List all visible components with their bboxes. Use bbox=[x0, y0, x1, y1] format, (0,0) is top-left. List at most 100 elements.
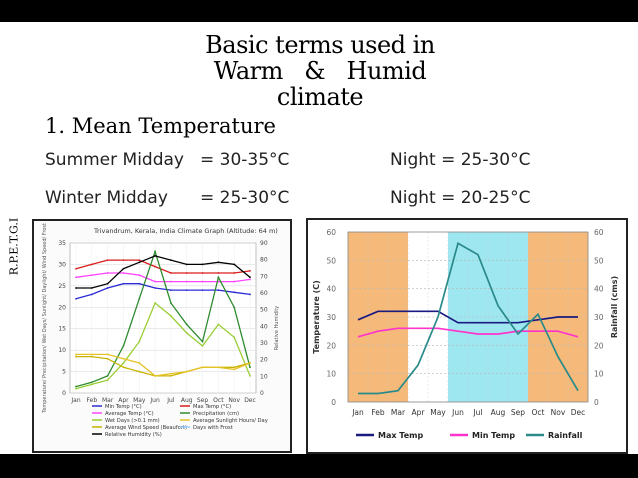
series-line bbox=[75, 259, 251, 274]
data-point bbox=[154, 287, 156, 289]
data-point bbox=[106, 287, 109, 289]
data-point bbox=[185, 272, 188, 274]
y2-tick-label: 30 bbox=[594, 313, 604, 322]
slide-title: Basic terms used in Warm & Humid climate bbox=[160, 32, 480, 110]
data-point bbox=[75, 287, 77, 289]
data-point bbox=[90, 293, 93, 296]
data-point bbox=[170, 259, 172, 262]
section-heading: 1. Mean Temperature bbox=[45, 114, 276, 138]
x-tick-label: Aug bbox=[491, 408, 506, 417]
data-point bbox=[201, 272, 204, 274]
data-point bbox=[75, 353, 77, 356]
data-point bbox=[138, 274, 141, 277]
data-point bbox=[170, 374, 172, 377]
data-point bbox=[106, 374, 109, 377]
data-point bbox=[90, 287, 93, 289]
y-tick-label: 20 bbox=[326, 341, 336, 350]
data-point bbox=[138, 282, 141, 285]
y2-axis-label: Relative Humidity bbox=[274, 306, 280, 350]
slide: Basic terms used in Warm & Humid climate… bbox=[0, 22, 638, 454]
data-point bbox=[249, 362, 251, 364]
y-tick-label: 60 bbox=[326, 228, 336, 237]
temperature-rainfall-chart: 0 0 10 10 20 20 30 30 40 40 50 50 60 60 Jan Feb Mar Apr Ma… bbox=[306, 218, 628, 454]
x-tick-label: Sep bbox=[197, 397, 209, 404]
data-point bbox=[122, 267, 125, 270]
y2-tick-label: 10 bbox=[260, 373, 268, 380]
data-point bbox=[90, 381, 93, 384]
y-tick-label: 10 bbox=[58, 347, 66, 354]
x-tick-label: Aug bbox=[181, 397, 193, 404]
x-tick-label: Mar bbox=[102, 397, 114, 404]
summer-night: Night = 25-30°C bbox=[390, 150, 531, 170]
y-tick-label: 0 bbox=[331, 398, 336, 407]
y2-tick-label: 50 bbox=[594, 256, 604, 265]
x-tick-label: Nov bbox=[228, 397, 240, 404]
data-point bbox=[185, 263, 188, 266]
data-point bbox=[201, 263, 204, 266]
data-point bbox=[170, 372, 172, 375]
legend-entry: Precipitation (cm) bbox=[193, 411, 239, 417]
data-point bbox=[154, 265, 156, 268]
series-line bbox=[75, 249, 251, 388]
data-point bbox=[233, 366, 236, 369]
series-line bbox=[75, 283, 251, 300]
data-point bbox=[106, 379, 109, 382]
y2-tick-label: 20 bbox=[594, 341, 604, 350]
data-point bbox=[75, 387, 77, 390]
chart-title: Trivandrum, Kerala, India Climate Graph … bbox=[93, 227, 278, 235]
y2-tick-label: 80 bbox=[260, 257, 268, 264]
y2-tick-label: 20 bbox=[260, 357, 268, 364]
climate-graph-svg: Trivandrum, Kerala, India Climate Graph … bbox=[42, 223, 280, 438]
data-point bbox=[185, 289, 188, 292]
y-tick-label: 35 bbox=[58, 240, 66, 247]
data-point bbox=[201, 289, 204, 292]
x-tick-label: Jun bbox=[149, 397, 160, 404]
data-point bbox=[154, 374, 156, 377]
y2-tick-label: 40 bbox=[260, 323, 268, 330]
data-point bbox=[106, 259, 109, 262]
y2-axis-label: Rainfall (cms) bbox=[610, 276, 619, 338]
legend-entry: Min Temp bbox=[472, 431, 515, 440]
data-point bbox=[201, 366, 204, 369]
data-point bbox=[249, 278, 251, 281]
y-tick-label: 25 bbox=[58, 283, 66, 290]
y-axis-label: Temperature (C) bbox=[312, 280, 321, 354]
data-point bbox=[122, 366, 125, 369]
data-point bbox=[249, 293, 251, 296]
data-point bbox=[233, 263, 236, 266]
data-point bbox=[201, 340, 204, 343]
x-tick-label: Apr bbox=[118, 397, 129, 404]
x-tick-label: Oct bbox=[213, 397, 224, 404]
data-point bbox=[249, 374, 251, 377]
winter-label: Winter Midday bbox=[45, 188, 168, 208]
x-tick-label: Jan bbox=[70, 397, 80, 404]
data-point bbox=[75, 355, 77, 358]
winter-night: Night = 20-25°C bbox=[390, 188, 531, 208]
data-point bbox=[233, 280, 236, 283]
data-point bbox=[217, 261, 220, 264]
y-tick-label: 20 bbox=[58, 304, 66, 311]
y2-tick-label: 30 bbox=[260, 340, 268, 347]
x-tick-label: May bbox=[430, 408, 446, 417]
y2-tick-label: 10 bbox=[594, 370, 604, 379]
x-tick-label: Jul bbox=[166, 397, 175, 404]
legend-entry: Average Sunlight Hours/ Day bbox=[193, 418, 268, 424]
data-point bbox=[90, 274, 93, 277]
y-tick-label: 0 bbox=[62, 390, 66, 397]
data-point bbox=[170, 314, 172, 317]
data-point bbox=[233, 291, 236, 294]
y2-tick-label: 0 bbox=[594, 398, 599, 407]
data-point bbox=[217, 366, 220, 369]
x-tick-label: Jul bbox=[472, 408, 482, 417]
legend-entry: Average Wind Speed (Beaufort) bbox=[105, 425, 187, 431]
data-point bbox=[249, 276, 251, 279]
data-point bbox=[170, 302, 172, 304]
data-point bbox=[233, 336, 236, 339]
data-point bbox=[185, 280, 188, 283]
data-point bbox=[154, 302, 156, 304]
x-tick-label: Jun bbox=[451, 408, 464, 417]
series-line bbox=[357, 327, 579, 338]
legend-entry: Max Temp (°C) bbox=[193, 404, 231, 410]
data-point bbox=[106, 272, 109, 274]
climate-graph-trivandrum: Trivandrum, Kerala, India Climate Graph … bbox=[32, 219, 292, 453]
